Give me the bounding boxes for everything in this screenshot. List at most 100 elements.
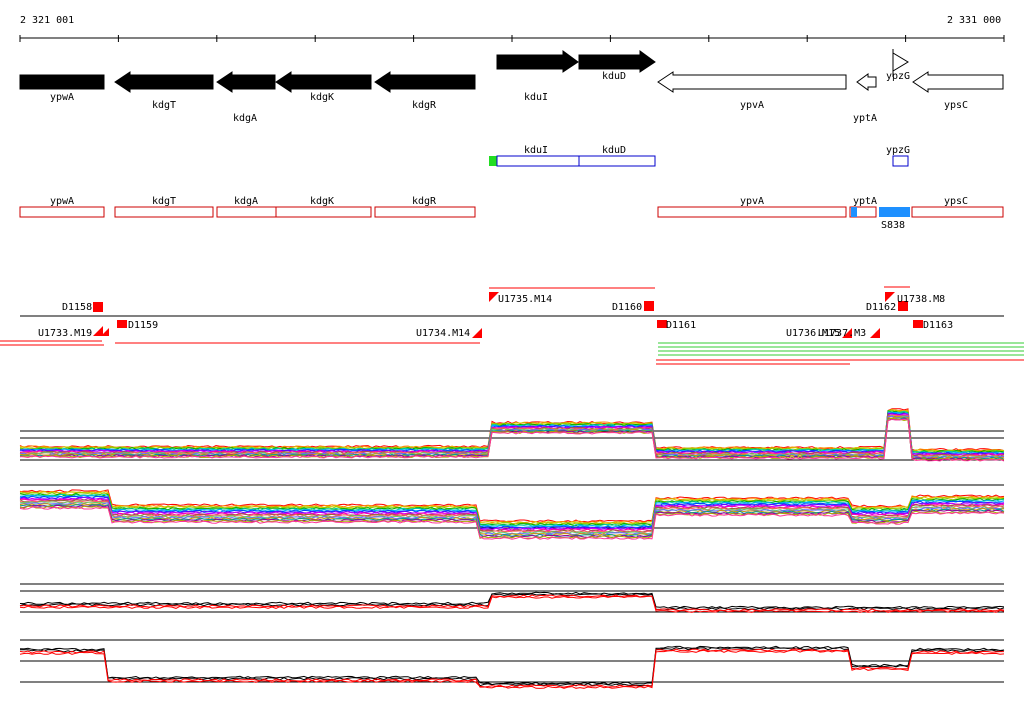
transcript-label-D1163: D1163 [923, 320, 953, 331]
gene-arrow-ypwA[interactable] [19, 74, 105, 90]
expression-trace [19, 414, 1005, 457]
transcript-label-D1158: D1158 [62, 302, 92, 313]
green-transcripts [658, 342, 1024, 356]
marker-D1160[interactable] [644, 301, 654, 311]
red-box-kdgA[interactable] [216, 206, 277, 218]
gene-label-kdgT: kdgT [152, 100, 176, 111]
expression-trace [19, 591, 1005, 609]
gene-arrow-yptA[interactable] [856, 73, 877, 91]
transcript-label-D1162: D1162 [866, 302, 896, 313]
gene-label-ypsC: ypsC [944, 100, 968, 111]
expression-panel-1 [19, 408, 1005, 462]
expression-trace [19, 649, 1005, 689]
expression-traces-1 [19, 408, 1005, 462]
marker-D1159[interactable] [117, 320, 127, 328]
gene-arrow-kdgK[interactable] [275, 71, 372, 93]
gene-labels: ypwA kdgT kdgA kdgK kdgR kduI kduD ypvA … [50, 71, 968, 124]
blue-box-kduD[interactable] [578, 155, 656, 167]
blue-box-kduI[interactable] [496, 155, 580, 167]
transcript-label-D1161: D1161 [666, 320, 696, 331]
marker-D1158[interactable] [93, 302, 103, 312]
marker-U1735[interactable] [489, 292, 499, 302]
gene-arrow-kduD[interactable] [578, 50, 656, 73]
transcript-label-D1160: D1160 [612, 302, 642, 313]
marker-U1734[interactable] [472, 328, 482, 338]
expression-traces-3 [19, 591, 1005, 613]
gene-label-kdgA: kdgA [233, 113, 257, 124]
red-box-yptA[interactable] [849, 206, 877, 218]
gene-arrow-kdgA[interactable] [216, 71, 276, 93]
expression-trace [19, 495, 1005, 529]
ruler-start-label: 2 321 001 [20, 15, 74, 26]
red-label-ypsC: ypsC [944, 196, 968, 207]
expression-trace [19, 595, 1005, 613]
gene-label-ypvA: ypvA [740, 100, 764, 111]
red-label-kdgA: kdgA [234, 196, 258, 207]
transcript-label-U1735: U1735.M14 [498, 294, 552, 305]
gene-arrow-ypvA[interactable] [657, 71, 847, 93]
expression-trace [19, 496, 1005, 530]
gene-label-kdgK: kdgK [310, 92, 334, 103]
red-box-ypwA[interactable] [19, 206, 105, 218]
marker-U1733[interactable] [93, 326, 103, 336]
red-box-kdgT[interactable] [114, 206, 214, 218]
expression-trace [19, 409, 1005, 453]
expression-trace [19, 648, 1004, 688]
yptA-blue-block [851, 207, 857, 217]
transcript-track: D1158 U1733.M19 D1159 U1734.M14 U1735.M1… [0, 286, 1024, 365]
red-label-yptA: yptA [853, 196, 877, 207]
expression-traces-4 [19, 645, 1005, 689]
gene-label-kdgR: kdgR [412, 100, 437, 111]
marker-U1738[interactable] [885, 292, 895, 302]
transcript-label-U1733: U1733.M19 [38, 328, 92, 339]
red-box-ypsC[interactable] [911, 206, 1004, 218]
transcript-label-U1737: U1737.M3 [818, 328, 866, 339]
expression-traces-2 [19, 489, 1005, 540]
marker-D1162[interactable] [898, 301, 908, 311]
marker-U1736[interactable] [842, 328, 852, 338]
gene-arrow-kduI[interactable] [496, 50, 579, 73]
gene-label-ypwA: ypwA [50, 92, 74, 103]
marker-D1163[interactable] [913, 320, 923, 328]
expression-trace [19, 493, 1005, 528]
expression-panel-4 [19, 639, 1005, 689]
red-annotation-track: ypwA kdgT kdgA kdgK kdgR ypvA yptA ypsC … [19, 196, 1004, 231]
transcript-label-D1159: D1159 [128, 320, 158, 331]
marker-D1161[interactable] [657, 320, 667, 328]
blue-label-kduI: kduI [524, 145, 548, 156]
gene-label-kduI: kduI [524, 92, 548, 103]
marker-U1737[interactable] [870, 328, 880, 338]
gene-arrow-kdgT[interactable] [114, 71, 214, 93]
red-label-kdgR: kdgR [412, 196, 437, 207]
green-start-marker [489, 156, 497, 166]
transcript-label-U1734: U1734.M14 [416, 328, 470, 339]
ruler-end-label: 2 331 000 [947, 15, 1001, 26]
red-box-kdgK[interactable] [275, 206, 372, 218]
blue-label-kduD: kduD [602, 145, 626, 156]
marker-U1733b [101, 328, 109, 336]
transcript-label-U1736: U1736.M15 [786, 328, 840, 339]
gene-arrow-ypzG[interactable] [892, 52, 909, 72]
ruler-ticks [19, 35, 1005, 42]
red-label-ypvA: ypvA [740, 196, 764, 207]
gene-track [19, 49, 1004, 93]
expression-trace [19, 645, 1005, 686]
gene-label-ypzG: ypzG [886, 71, 910, 82]
gene-label-kduD: kduD [602, 71, 626, 82]
gene-label-yptA: yptA [853, 113, 877, 124]
expression-panel-2 [19, 484, 1005, 540]
red-box-kdgR[interactable] [374, 206, 476, 218]
feature-S838[interactable] [879, 207, 910, 217]
expression-trace [19, 647, 1005, 687]
red-box-ypvA[interactable] [657, 206, 847, 218]
gene-arrow-kdgR[interactable] [374, 71, 476, 93]
transcript-label-U1738: U1738.M8 [897, 294, 945, 305]
feature-label-S838: S838 [881, 220, 905, 231]
blue-cds-track: kduI kduD ypzG [489, 145, 910, 167]
blue-box-ypzG[interactable] [892, 155, 909, 167]
red-label-kdgK: kdgK [310, 196, 334, 207]
expression-trace [19, 505, 1005, 539]
expression-trace [19, 493, 1005, 527]
gene-arrow-ypsC[interactable] [912, 71, 1004, 93]
